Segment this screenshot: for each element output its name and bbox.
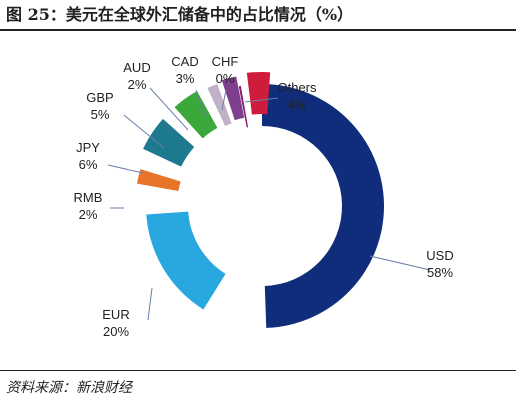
label-name-usd: USD <box>426 248 453 263</box>
leader-line-others <box>244 97 279 103</box>
label-value-others: 4% <box>288 97 307 112</box>
label-value-rmb: 2% <box>79 207 98 222</box>
label-name-gbp: GBP <box>86 90 113 105</box>
label-name-eur: EUR <box>102 307 129 322</box>
leader-line-cad <box>195 89 207 119</box>
figure-source: 资料来源：新浪财经 <box>6 380 132 396</box>
slice-cad <box>221 76 245 121</box>
label-name-cad: CAD <box>171 54 198 69</box>
label-value-jpy: 6% <box>79 157 98 172</box>
slice-rmb <box>136 169 181 191</box>
label-value-usd: 58% <box>427 265 453 280</box>
slice-eur <box>146 211 226 310</box>
slice-jpy <box>143 118 195 167</box>
donut-chart: USD 58% EUR 20% RMB 2% JPY 6% GBP 5% AUD 2% CAD 3% CHF… <box>74 54 454 339</box>
top-rule <box>0 29 516 31</box>
slice-usd <box>262 84 385 328</box>
slice-others <box>246 72 271 115</box>
label-name-jpy: JPY <box>76 140 100 155</box>
leader-line-eur <box>147 287 153 321</box>
slice-gbp <box>174 91 218 139</box>
leader-line-usd <box>369 255 431 271</box>
label-name-rmb: RMB <box>74 190 103 205</box>
leader-line-jpy <box>107 164 144 174</box>
leader-line-aud <box>149 87 189 131</box>
label-value-eur: 20% <box>103 324 129 339</box>
leader-line-gbp <box>123 114 165 149</box>
label-value-aud: 2% <box>128 77 147 92</box>
label-name-chf: CHF <box>212 54 239 69</box>
slice-aud <box>207 83 232 127</box>
label-name-aud: AUD <box>123 60 150 75</box>
figure-title: 图 25：美元在全球外汇储备中的占比情况（%） <box>6 5 354 24</box>
label-value-cad: 3% <box>176 71 195 86</box>
label-name-others: Others <box>277 80 317 95</box>
label-value-chf: 0% <box>216 71 235 86</box>
leader-line-chf <box>221 89 227 111</box>
label-value-gbp: 5% <box>91 107 110 122</box>
slice-chf <box>238 85 249 128</box>
bottom-rule <box>0 370 516 371</box>
